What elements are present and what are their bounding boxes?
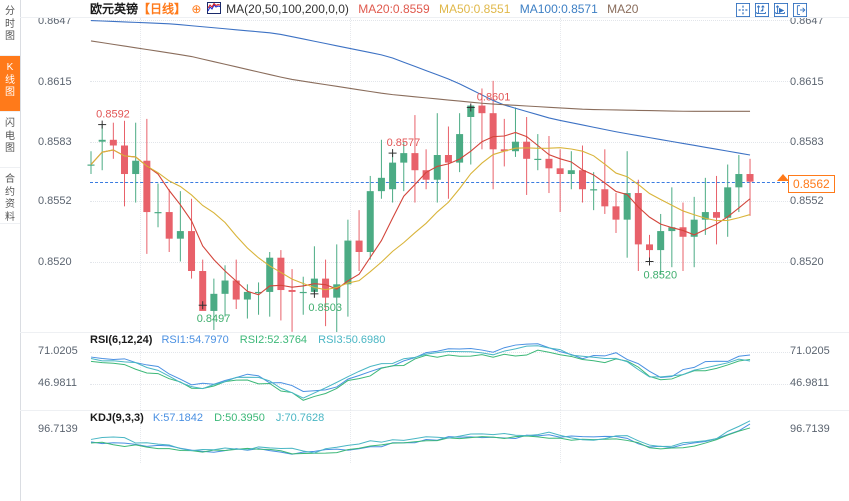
svg-text:0.8577: 0.8577 [387,137,421,149]
svg-text:0.8592: 0.8592 [96,109,130,121]
svg-text:0.8520: 0.8520 [644,270,678,282]
svg-text:0.8601: 0.8601 [477,91,511,103]
svg-text:0.8497: 0.8497 [197,313,231,325]
svg-text:0.8503: 0.8503 [308,302,342,314]
